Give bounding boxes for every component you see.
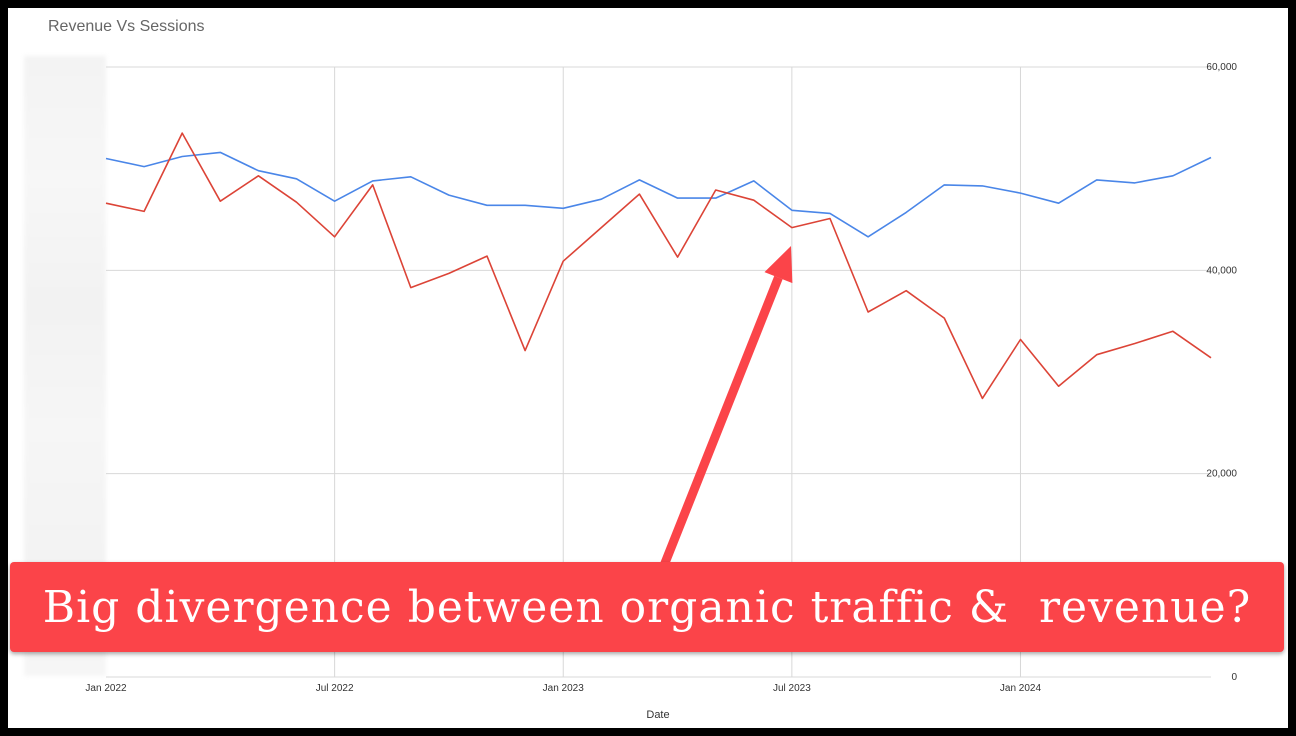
y-tick-label: 0 [1231,672,1237,683]
chart-frame: Revenue Vs Sessions 0 20,000 40,000 60,000 … [8,8,1288,728]
y-tick-label: 60,000 [1206,62,1237,73]
x-axis-title: Date [646,709,669,721]
y-tick-label: 40,000 [1206,265,1237,276]
series-lines [105,132,1212,400]
annotation-arrow [658,246,793,570]
x-tick-label: Jan 2023 [543,683,585,694]
series-line-1 [105,151,1212,238]
x-axis: Jan 2022 Jul 2022 Jan 2023 Jul 2023 Jan 2024 [85,683,1041,694]
y-axis: 0 20,000 40,000 60,000 [1206,62,1237,683]
x-tick-label: Jul 2023 [773,683,811,694]
x-tick-label: Jan 2024 [1000,683,1042,694]
chart-title: Revenue Vs Sessions [48,18,205,35]
y-tick-label: 20,000 [1206,469,1237,480]
arrow-shaft [658,275,783,570]
x-tick-label: Jan 2022 [85,683,127,694]
arrow-head [764,246,793,284]
x-tick-label: Jul 2022 [316,683,354,694]
series-line-2 [105,132,1212,400]
annotation-banner: Big divergence between organic traffic &… [10,562,1284,652]
annotation-text: Big divergence between organic traffic &… [42,581,1252,633]
